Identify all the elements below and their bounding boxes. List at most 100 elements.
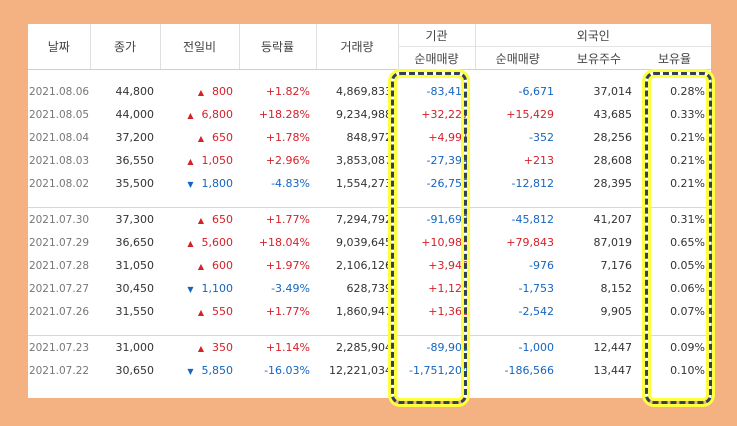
cell-close: 30,650 — [115, 364, 155, 377]
cell-close: 37,200 — [115, 131, 155, 144]
cell-close: 31,000 — [115, 341, 155, 354]
cell-date: 2021.07.30 — [28, 213, 90, 226]
table-row: 2021.08.02 35,500 ▼ 1,800 -4.83% 1,554,273 -26… — [28, 172, 711, 195]
cell-rate: +1.77% — [265, 213, 310, 226]
cell-foreign-holdings: 13,447 — [593, 364, 633, 377]
cell-foreign-ratio: 0.21% — [670, 154, 706, 167]
institution-net-highlight — [391, 72, 467, 404]
cell-date: 2021.08.03 — [28, 154, 90, 167]
cell-foreign-net: -6,671 — [518, 85, 554, 98]
group-divider — [28, 335, 712, 336]
cell-close: 36,650 — [115, 236, 155, 249]
header-institution-group: 기관 — [397, 24, 475, 47]
down-triangle-icon: ▼ — [187, 367, 194, 376]
cell-institution-net: +10,988 — [421, 236, 469, 249]
up-triangle-icon: ▲ — [197, 216, 204, 225]
cell-foreign-ratio: 0.05% — [670, 259, 706, 272]
up-triangle-icon: ▲ — [197, 344, 204, 353]
cell-change: ▲ 5,600 — [160, 231, 239, 254]
cell-change: ▼ 1,800 — [160, 172, 239, 195]
cell-institution-net: -1,751,204 — [409, 364, 469, 377]
cell-foreign-ratio: 0.09% — [670, 341, 706, 354]
cell-date: 2021.08.05 — [28, 108, 90, 121]
down-triangle-icon: ▼ — [187, 180, 194, 189]
group-spacer — [28, 323, 711, 336]
cell-foreign-holdings: 9,905 — [600, 305, 633, 318]
cell-foreign-holdings: 28,395 — [593, 177, 633, 190]
cell-volume: 2,106,126 — [336, 259, 392, 272]
cell-foreign-ratio: 0.07% — [670, 305, 706, 318]
cell-volume: 9,039,645 — [336, 236, 392, 249]
cell-rate: +18.04% — [258, 236, 310, 249]
cell-date: 2021.07.28 — [28, 259, 90, 272]
cell-foreign-net: -352 — [529, 131, 554, 144]
header-foreign-group: 외국인 — [474, 24, 712, 47]
cell-foreign-ratio: 0.33% — [670, 108, 706, 121]
cell-institution-net: +4,991 — [428, 131, 469, 144]
cell-volume: 3,853,087 — [336, 154, 392, 167]
group-spacer — [28, 70, 711, 81]
table-row: 2021.08.04 37,200 ▲ 650 +1.78% 848,972 +4,991 -… — [28, 126, 711, 149]
cell-change-value: 350 — [212, 341, 233, 354]
header-close: 종가 — [89, 24, 160, 70]
cell-foreign-ratio: 0.21% — [670, 177, 706, 190]
cell-date: 2021.07.29 — [28, 236, 90, 249]
up-triangle-icon: ▲ — [187, 239, 194, 248]
cell-volume: 4,869,833 — [336, 85, 392, 98]
header-institution-net: 순매매량 — [397, 46, 475, 70]
down-triangle-icon: ▼ — [187, 285, 194, 294]
cell-date: 2021.07.23 — [28, 341, 90, 354]
table-row: 2021.07.27 30,450 ▼ 1,100 -3.49% 628,739 +1,12… — [28, 277, 711, 300]
cell-volume: 7,294,792 — [336, 213, 392, 226]
cell-close: 31,050 — [115, 259, 155, 272]
table-row: 2021.07.26 31,550 ▲ 550 +1.77% 1,860,947 +1,36… — [28, 300, 711, 323]
cell-institution-net: -26,758 — [426, 177, 469, 190]
cell-change: ▲ 6,800 — [160, 103, 239, 126]
cell-change-value: 1,100 — [201, 282, 234, 295]
cell-change: ▲ 650 — [160, 208, 239, 231]
cell-rate: +2.96% — [265, 154, 310, 167]
header-date: 날짜 — [28, 24, 90, 70]
cell-rate: -4.83% — [271, 177, 310, 190]
cell-change-value: 550 — [212, 305, 233, 318]
cell-close: 30,450 — [115, 282, 155, 295]
cell-volume: 2,285,904 — [336, 341, 392, 354]
cell-foreign-holdings: 37,014 — [593, 85, 633, 98]
cell-change-value: 800 — [212, 85, 233, 98]
cell-change: ▼ 5,850 — [160, 359, 239, 382]
cell-institution-net: +3,940 — [428, 259, 469, 272]
cell-rate: -16.03% — [264, 364, 310, 377]
up-triangle-icon: ▲ — [197, 88, 204, 97]
header-change: 전일비 — [159, 24, 239, 70]
cell-foreign-holdings: 41,207 — [593, 213, 633, 226]
cell-change: ▲ 350 — [160, 336, 239, 359]
cell-date: 2021.07.22 — [28, 364, 90, 377]
cell-change: ▲ 650 — [160, 126, 239, 149]
group-spacer — [28, 195, 711, 208]
cell-rate: +1.14% — [265, 341, 310, 354]
up-triangle-icon: ▲ — [187, 111, 194, 120]
cell-change-value: 650 — [212, 131, 233, 144]
header-foreign-holdings: 보유주수 — [560, 46, 638, 70]
cell-foreign-net: -976 — [529, 259, 554, 272]
cell-foreign-holdings: 28,608 — [593, 154, 633, 167]
cell-foreign-net: +15,429 — [506, 108, 554, 121]
cell-foreign-net: -2,542 — [518, 305, 554, 318]
header-foreign-net: 순매매량 — [474, 46, 560, 70]
cell-institution-net: -27,394 — [426, 154, 469, 167]
cell-volume: 1,860,947 — [336, 305, 392, 318]
header-foreign-ratio: 보유율 — [638, 46, 712, 70]
table-row: 2021.07.29 36,650 ▲ 5,600 +18.04% 9,039,645 +1… — [28, 231, 711, 254]
cell-change: ▲ 800 — [160, 80, 239, 103]
up-triangle-icon: ▲ — [197, 262, 204, 271]
group-spacer — [28, 382, 711, 386]
cell-institution-net: +32,227 — [421, 108, 469, 121]
cell-change: ▼ 1,100 — [160, 277, 239, 300]
cell-change-value: 1,050 — [201, 154, 234, 167]
table-body: 2021.08.06 44,800 ▲ 800 +1.82% 4,869,833 -83,4… — [28, 70, 712, 387]
cell-date: 2021.08.02 — [28, 177, 90, 190]
cell-foreign-holdings: 87,019 — [593, 236, 633, 249]
cell-volume: 12,221,034 — [329, 364, 392, 377]
cell-foreign-ratio: 0.28% — [670, 85, 706, 98]
cell-close: 36,550 — [115, 154, 155, 167]
